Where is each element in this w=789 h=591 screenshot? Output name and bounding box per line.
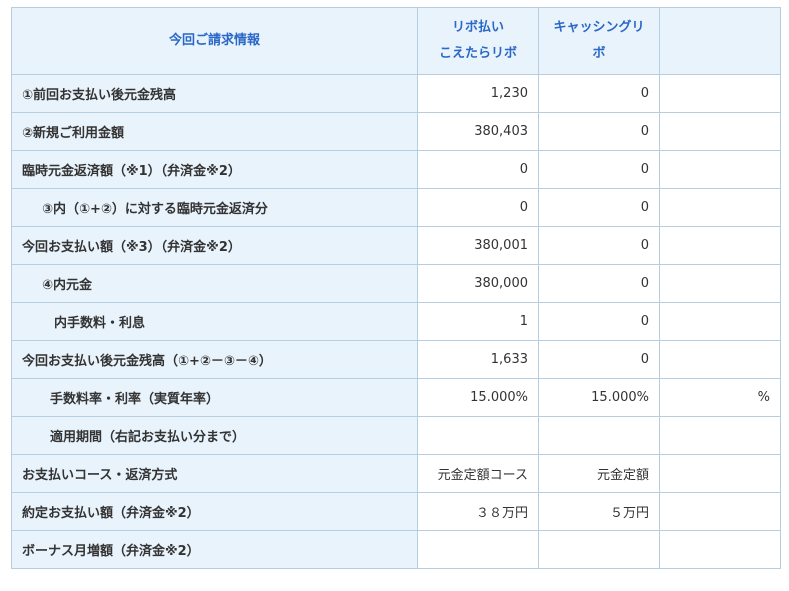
cell-revolving: 1,633 <box>417 340 539 379</box>
cell-revolving: 元金定額コース <box>417 454 539 493</box>
cell-extra <box>659 416 781 455</box>
header-revolving-line2: こえたらリボ <box>438 46 517 61</box>
table-row: ①前回お支払い後元金残高 1,230 0 <box>11 74 781 113</box>
header-cashing-line1: キャッシングリ <box>553 20 645 35</box>
cell-extra <box>659 530 781 569</box>
billing-info-table: 今回ご請求情報 リボ払い こえたらリボ キャッシングリ ボ ①前回お支払い後元金… <box>11 7 781 569</box>
table-row: 臨時元金返済額（※1）（弁済金※2） 0 0 <box>11 150 781 189</box>
cell-extra <box>659 302 781 341</box>
table-row: 内手数料・利息 1 0 <box>11 302 781 341</box>
table-row: 約定お支払い額（弁済金※2） ３８万円 ５万円 <box>11 492 781 531</box>
table-row: ②新規ご利用金額 380,403 0 <box>11 112 781 151</box>
cell-extra <box>659 226 781 265</box>
row-label-principal: ④内元金 <box>11 264 418 303</box>
header-revolving: リボ払い こえたらリボ <box>417 7 539 75</box>
table-header-row: 今回ご請求情報 リボ払い こえたらリボ キャッシングリ ボ <box>11 7 781 75</box>
row-label-new-usage: ②新規ご利用金額 <box>11 112 418 151</box>
cell-revolving <box>417 416 539 455</box>
cell-extra <box>659 492 781 531</box>
cell-cashing: 0 <box>538 74 660 113</box>
row-label-contract-payment: 約定お支払い額（弁済金※2） <box>11 492 418 531</box>
cell-revolving <box>417 530 539 569</box>
cell-revolving: 380,000 <box>417 264 539 303</box>
cell-extra <box>659 188 781 227</box>
row-label-temporary-repayment-portion: ③内（①+②）に対する臨時元金返済分 <box>11 188 418 227</box>
cell-extra <box>659 340 781 379</box>
cell-extra: % <box>659 378 781 417</box>
header-billing-info: 今回ご請求情報 <box>11 7 418 75</box>
row-label-temporary-repayment: 臨時元金返済額（※1）（弁済金※2） <box>11 150 418 189</box>
cell-cashing: 15.000% <box>538 378 660 417</box>
row-label-payment-course: お支払いコース・返済方式 <box>11 454 418 493</box>
cell-cashing: 0 <box>538 302 660 341</box>
table-row: お支払いコース・返済方式 元金定額コース 元金定額 <box>11 454 781 493</box>
row-label-applicable-period: 適用期間（右記お支払い分まで） <box>11 416 418 455</box>
cell-revolving: ３８万円 <box>417 492 539 531</box>
table-row: ③内（①+②）に対する臨時元金返済分 0 0 <box>11 188 781 227</box>
cell-cashing: ５万円 <box>538 492 660 531</box>
table-row: 今回お支払い後元金残高（①+②－③－④） 1,633 0 <box>11 340 781 379</box>
row-label-current-payment: 今回お支払い額（※3）（弁済金※2） <box>11 226 418 265</box>
cell-cashing <box>538 530 660 569</box>
table-row: 今回お支払い額（※3）（弁済金※2） 380,001 0 <box>11 226 781 265</box>
table-row: 手数料率・利率（実質年率） 15.000% 15.000% % <box>11 378 781 417</box>
cell-cashing: 0 <box>538 112 660 151</box>
cell-revolving: 0 <box>417 150 539 189</box>
table-row: 適用期間（右記お支払い分まで） <box>11 416 781 455</box>
cell-revolving: 380,403 <box>417 112 539 151</box>
cell-extra <box>659 150 781 189</box>
table-row: ④内元金 380,000 0 <box>11 264 781 303</box>
cell-revolving: 380,001 <box>417 226 539 265</box>
row-label-bonus-increase: ボーナス月増額（弁済金※2） <box>11 530 418 569</box>
cell-extra <box>659 112 781 151</box>
cell-cashing: 0 <box>538 188 660 227</box>
header-cashing-line2: ボ <box>592 46 606 61</box>
cell-extra <box>659 454 781 493</box>
cell-extra <box>659 264 781 303</box>
header-cashing: キャッシングリ ボ <box>538 7 660 75</box>
cell-revolving: 15.000% <box>417 378 539 417</box>
cell-cashing: 0 <box>538 264 660 303</box>
cell-cashing: 元金定額 <box>538 454 660 493</box>
cell-cashing: 0 <box>538 226 660 265</box>
row-label-balance-after-payment: 今回お支払い後元金残高（①+②－③－④） <box>11 340 418 379</box>
header-extra <box>659 7 781 75</box>
cell-revolving: 1 <box>417 302 539 341</box>
row-label-previous-balance: ①前回お支払い後元金残高 <box>11 74 418 113</box>
cell-revolving: 0 <box>417 188 539 227</box>
cell-cashing <box>538 416 660 455</box>
row-label-interest-rate: 手数料率・利率（実質年率） <box>11 378 418 417</box>
cell-revolving: 1,230 <box>417 74 539 113</box>
cell-cashing: 0 <box>538 340 660 379</box>
cell-extra <box>659 74 781 113</box>
row-label-fees-interest: 内手数料・利息 <box>11 302 418 341</box>
cell-cashing: 0 <box>538 150 660 189</box>
header-revolving-line1: リボ払い <box>451 20 504 35</box>
table-row: ボーナス月増額（弁済金※2） <box>11 530 781 569</box>
